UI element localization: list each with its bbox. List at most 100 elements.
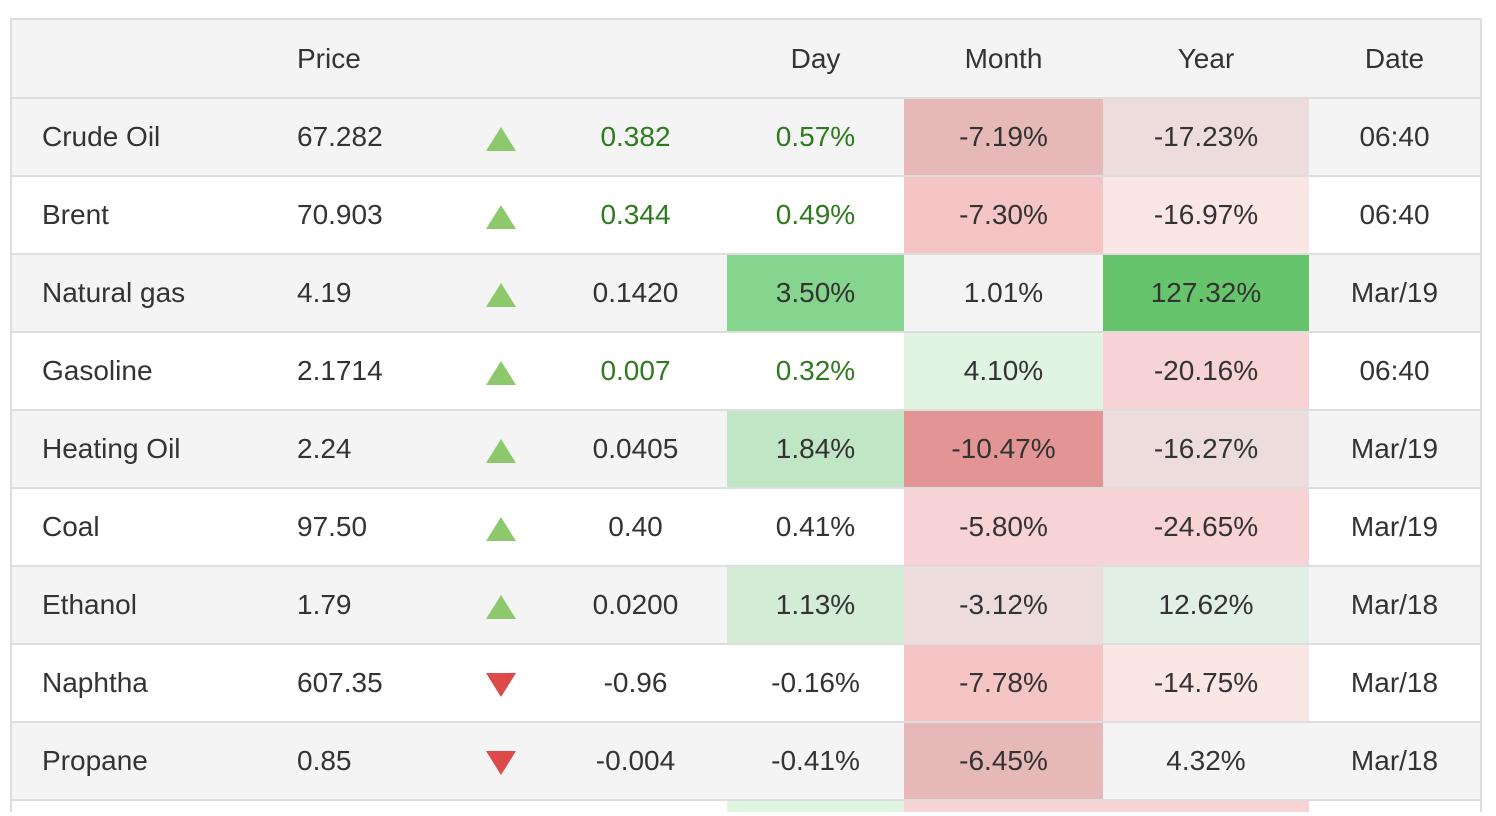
- month-percent-cell: -10.47%: [904, 409, 1103, 488]
- triangle-up-icon: [486, 282, 516, 307]
- table-row[interactable]: Crude Oil 67.282 0.382 0.57% -7.19% -17.23% 06…: [12, 97, 1480, 176]
- year-percent-cell: 12.62%: [1103, 565, 1309, 644]
- change-cell: 0.1420: [544, 253, 727, 332]
- partial-cell: [12, 799, 295, 812]
- partial-cell: [544, 799, 727, 812]
- change-cell: 0.40: [544, 487, 727, 566]
- price-cell: 1.79: [295, 565, 478, 644]
- day-percent-cell: 0.32%: [727, 331, 904, 410]
- header-year[interactable]: Year: [1103, 20, 1309, 98]
- commodity-name-link[interactable]: Heating Oil: [12, 409, 295, 488]
- price-cell: 97.50: [295, 487, 478, 566]
- day-percent-cell: -0.16%: [727, 643, 904, 722]
- month-percent-cell: 4.10%: [904, 331, 1103, 410]
- change-cell: 0.0405: [544, 409, 727, 488]
- month-percent-cell: -5.80%: [904, 487, 1103, 566]
- date-cell: Mar/19: [1309, 409, 1480, 488]
- direction-cell: [478, 565, 544, 644]
- date-cell: Mar/18: [1309, 721, 1480, 800]
- header-arrow: [478, 20, 544, 98]
- commodity-name-link[interactable]: Crude Oil: [12, 97, 295, 176]
- month-percent-cell: -6.45%: [904, 721, 1103, 800]
- triangle-up-icon: [486, 516, 516, 541]
- year-percent-cell: -16.97%: [1103, 175, 1309, 254]
- change-cell: -0.004: [544, 721, 727, 800]
- partial-cell: [727, 799, 904, 812]
- partial-cell: [1103, 799, 1309, 812]
- price-cell: 4.19: [295, 253, 478, 332]
- partial-cell: [295, 799, 478, 812]
- year-percent-cell: -17.23%: [1103, 97, 1309, 176]
- date-cell: 06:40: [1309, 97, 1480, 176]
- triangle-up-icon: [486, 204, 516, 229]
- price-cell: 0.85: [295, 721, 478, 800]
- price-cell: 70.903: [295, 175, 478, 254]
- table-row[interactable]: Heating Oil 2.24 0.0405 1.84% -10.47% -16.27%…: [12, 409, 1480, 488]
- price-cell: 67.282: [295, 97, 478, 176]
- month-percent-cell: -7.78%: [904, 643, 1103, 722]
- day-percent-cell: 0.49%: [727, 175, 904, 254]
- table-row[interactable]: Ethanol 1.79 0.0200 1.13% -3.12% 12.62% Mar/18: [12, 565, 1480, 644]
- month-percent-cell: -7.19%: [904, 97, 1103, 176]
- day-percent-cell: 3.50%: [727, 253, 904, 332]
- header-name: [12, 20, 295, 98]
- triangle-down-icon: [486, 672, 516, 697]
- date-cell: Mar/19: [1309, 487, 1480, 566]
- header-change: [544, 20, 727, 98]
- header-month[interactable]: Month: [904, 20, 1103, 98]
- change-cell: 0.007: [544, 331, 727, 410]
- header-date[interactable]: Date: [1309, 20, 1480, 98]
- table-row-partial: [12, 799, 1480, 812]
- commodities-table-container: Price Day Month Year Date Crude Oil 67.28…: [10, 18, 1482, 812]
- price-cell: 2.1714: [295, 331, 478, 410]
- direction-cell: [478, 331, 544, 410]
- direction-cell: [478, 97, 544, 176]
- commodities-table: Price Day Month Year Date Crude Oil 67.28…: [12, 20, 1480, 812]
- direction-cell: [478, 409, 544, 488]
- date-cell: 06:40: [1309, 175, 1480, 254]
- commodity-name-link[interactable]: Natural gas: [12, 253, 295, 332]
- direction-cell: [478, 175, 544, 254]
- commodity-name-link[interactable]: Gasoline: [12, 331, 295, 410]
- table-row[interactable]: Propane 0.85 -0.004 -0.41% -6.45% 4.32% Mar/18: [12, 721, 1480, 800]
- date-cell: 06:40: [1309, 331, 1480, 410]
- change-cell: 0.344: [544, 175, 727, 254]
- commodity-name-link[interactable]: Propane: [12, 721, 295, 800]
- date-cell: Mar/19: [1309, 253, 1480, 332]
- header-price[interactable]: Price: [295, 20, 478, 98]
- table-row[interactable]: Gasoline 2.1714 0.007 0.32% 4.10% -20.16% 06:4…: [12, 331, 1480, 410]
- triangle-down-icon: [486, 750, 516, 775]
- day-percent-cell: 0.57%: [727, 97, 904, 176]
- direction-cell: [478, 721, 544, 800]
- table-row[interactable]: Coal 97.50 0.40 0.41% -5.80% -24.65% Mar/19: [12, 487, 1480, 566]
- year-percent-cell: 127.32%: [1103, 253, 1309, 332]
- table-row[interactable]: Brent 70.903 0.344 0.49% -7.30% -16.97% 06:40: [12, 175, 1480, 254]
- direction-cell: [478, 253, 544, 332]
- table-row[interactable]: Naphtha 607.35 -0.96 -0.16% -7.78% -14.75% Mar…: [12, 643, 1480, 722]
- price-cell: 607.35: [295, 643, 478, 722]
- change-cell: 0.382: [544, 97, 727, 176]
- month-percent-cell: 1.01%: [904, 253, 1103, 332]
- header-day[interactable]: Day: [727, 20, 904, 98]
- commodity-name-link[interactable]: Coal: [12, 487, 295, 566]
- year-percent-cell: -14.75%: [1103, 643, 1309, 722]
- day-percent-cell: -0.41%: [727, 721, 904, 800]
- month-percent-cell: -3.12%: [904, 565, 1103, 644]
- commodity-name-link[interactable]: Naphtha: [12, 643, 295, 722]
- triangle-up-icon: [486, 360, 516, 385]
- price-cell: 2.24: [295, 409, 478, 488]
- table-row[interactable]: Natural gas 4.19 0.1420 3.50% 1.01% 127.32% Ma…: [12, 253, 1480, 332]
- triangle-up-icon: [486, 438, 516, 463]
- partial-cell: [904, 799, 1103, 812]
- commodity-name-link[interactable]: Ethanol: [12, 565, 295, 644]
- partial-cell: [478, 799, 544, 812]
- day-percent-cell: 1.13%: [727, 565, 904, 644]
- month-percent-cell: -7.30%: [904, 175, 1103, 254]
- day-percent-cell: 0.41%: [727, 487, 904, 566]
- direction-cell: [478, 487, 544, 566]
- triangle-up-icon: [486, 594, 516, 619]
- triangle-up-icon: [486, 126, 516, 151]
- direction-cell: [478, 643, 544, 722]
- date-cell: Mar/18: [1309, 643, 1480, 722]
- commodity-name-link[interactable]: Brent: [12, 175, 295, 254]
